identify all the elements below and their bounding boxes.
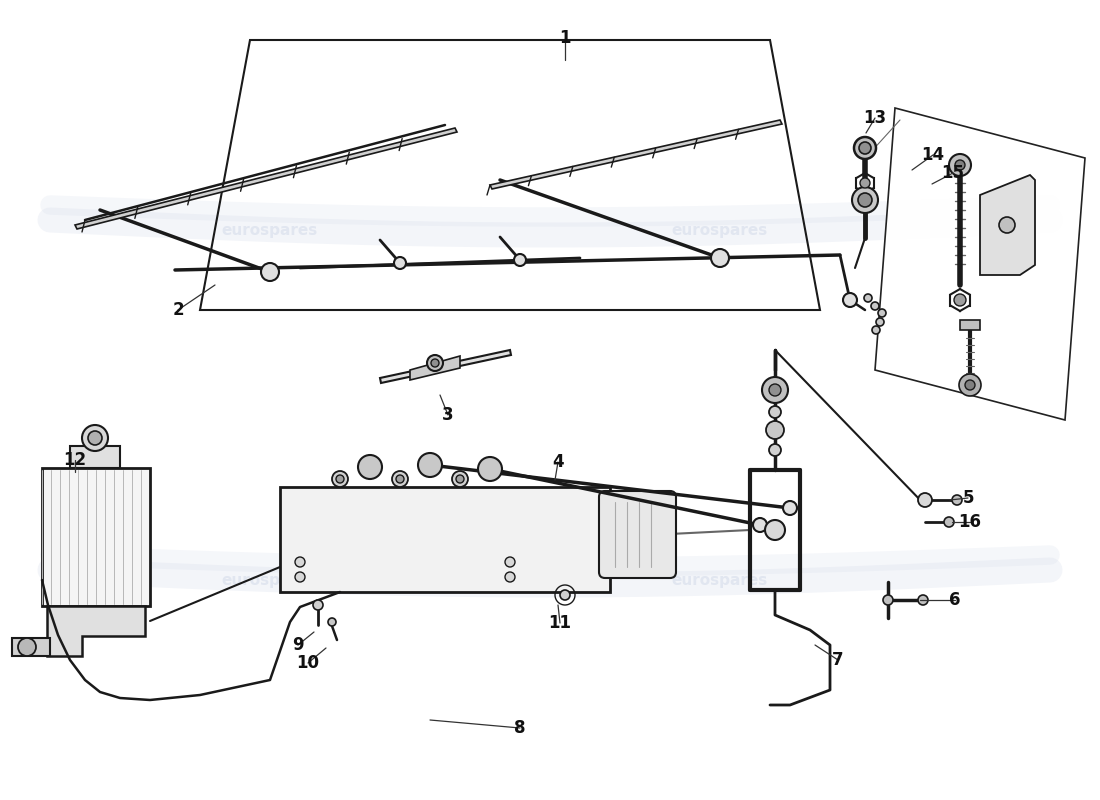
- Circle shape: [999, 217, 1015, 233]
- Text: 2: 2: [173, 301, 184, 319]
- Text: 13: 13: [864, 109, 887, 127]
- Circle shape: [872, 326, 880, 334]
- Circle shape: [396, 475, 404, 483]
- Circle shape: [883, 595, 893, 605]
- Text: eurospares: eurospares: [222, 222, 318, 238]
- Circle shape: [918, 493, 932, 507]
- Text: 5: 5: [962, 489, 974, 507]
- Circle shape: [949, 154, 971, 176]
- Circle shape: [711, 249, 729, 267]
- Text: 6: 6: [949, 591, 960, 609]
- Circle shape: [456, 475, 464, 483]
- Circle shape: [854, 137, 876, 159]
- Circle shape: [514, 254, 526, 266]
- Text: 11: 11: [549, 614, 572, 632]
- Circle shape: [843, 293, 857, 307]
- FancyBboxPatch shape: [600, 491, 676, 578]
- Text: 1: 1: [559, 29, 571, 47]
- Bar: [12, 638, 50, 656]
- Circle shape: [88, 431, 102, 445]
- Circle shape: [505, 572, 515, 582]
- Circle shape: [878, 309, 886, 317]
- Text: 15: 15: [942, 164, 965, 182]
- Circle shape: [954, 294, 966, 306]
- Circle shape: [859, 142, 871, 154]
- Circle shape: [769, 444, 781, 456]
- Text: 9: 9: [293, 636, 304, 654]
- Polygon shape: [47, 606, 145, 656]
- Circle shape: [965, 380, 975, 390]
- Circle shape: [18, 638, 36, 656]
- Text: 10: 10: [297, 654, 319, 672]
- Bar: [42, 468, 150, 606]
- Bar: [280, 487, 610, 592]
- Text: 16: 16: [958, 513, 981, 531]
- Bar: [960, 320, 980, 330]
- Circle shape: [560, 590, 570, 600]
- Circle shape: [952, 495, 962, 505]
- Circle shape: [295, 572, 305, 582]
- Circle shape: [783, 501, 798, 515]
- Circle shape: [858, 193, 872, 207]
- Polygon shape: [874, 108, 1085, 420]
- Circle shape: [852, 187, 878, 213]
- Circle shape: [959, 374, 981, 396]
- Circle shape: [336, 475, 344, 483]
- Circle shape: [754, 518, 767, 532]
- Circle shape: [314, 600, 323, 610]
- Circle shape: [871, 302, 879, 310]
- Circle shape: [918, 595, 928, 605]
- Circle shape: [394, 257, 406, 269]
- Text: 14: 14: [922, 146, 945, 164]
- Circle shape: [261, 263, 279, 281]
- Text: eurospares: eurospares: [222, 573, 318, 587]
- Polygon shape: [410, 356, 460, 380]
- Polygon shape: [75, 128, 456, 229]
- Polygon shape: [490, 120, 782, 189]
- Text: 12: 12: [64, 451, 87, 469]
- Circle shape: [431, 359, 439, 367]
- Circle shape: [427, 355, 443, 371]
- Circle shape: [766, 421, 784, 439]
- Circle shape: [328, 618, 336, 626]
- Circle shape: [392, 471, 408, 487]
- Polygon shape: [980, 175, 1035, 275]
- Circle shape: [478, 457, 502, 481]
- Circle shape: [944, 517, 954, 527]
- Circle shape: [358, 455, 382, 479]
- Circle shape: [505, 557, 515, 567]
- Text: eurospares: eurospares: [672, 222, 768, 238]
- Text: 4: 4: [552, 453, 564, 471]
- Circle shape: [418, 453, 442, 477]
- Circle shape: [295, 557, 305, 567]
- Polygon shape: [379, 350, 512, 383]
- Circle shape: [876, 318, 884, 326]
- Circle shape: [452, 471, 468, 487]
- Text: eurospares: eurospares: [672, 573, 768, 587]
- Circle shape: [769, 384, 781, 396]
- Circle shape: [764, 520, 785, 540]
- Bar: [70, 446, 120, 468]
- Circle shape: [860, 178, 870, 188]
- Circle shape: [332, 471, 348, 487]
- Circle shape: [864, 294, 872, 302]
- Circle shape: [769, 406, 781, 418]
- Text: 8: 8: [515, 719, 526, 737]
- Circle shape: [82, 425, 108, 451]
- Circle shape: [762, 377, 788, 403]
- Circle shape: [955, 160, 965, 170]
- Text: 3: 3: [442, 406, 454, 424]
- Text: 7: 7: [833, 651, 844, 669]
